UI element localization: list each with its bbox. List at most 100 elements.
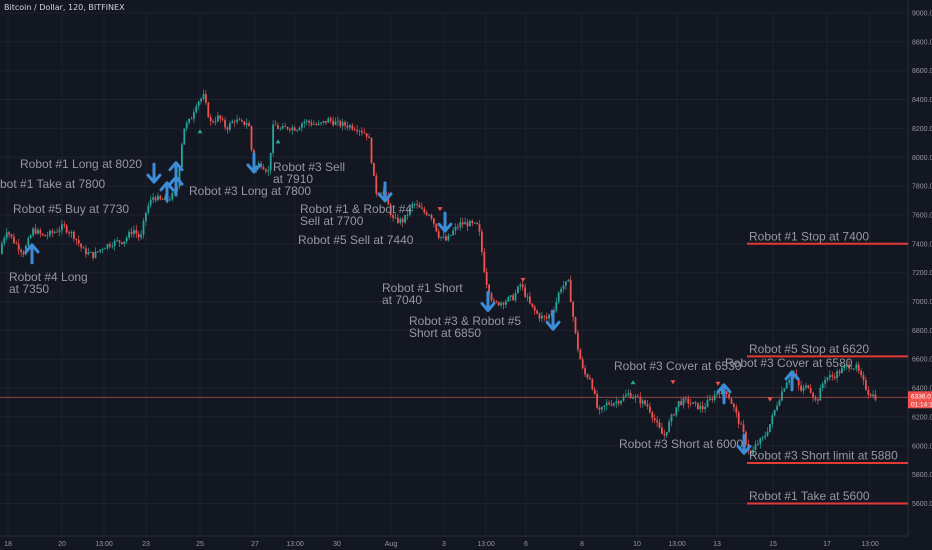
- arrow-head: [545, 320, 561, 331]
- y-tick-label: 5600.0: [912, 501, 932, 508]
- candle-body: [541, 315, 543, 319]
- candle-body: [329, 118, 332, 121]
- candle-body: [867, 389, 870, 395]
- candle-body: [159, 195, 162, 200]
- level-label: Robot #3 Short limit at 5880: [749, 449, 898, 463]
- y-tick-label: 8800.0: [912, 39, 932, 46]
- candle-body: [663, 434, 666, 436]
- candle-body: [829, 375, 831, 378]
- sell-signal-marker: [437, 207, 443, 212]
- candle-body: [1, 243, 3, 254]
- candle-body: [301, 123, 303, 128]
- down-arrow-icon: [377, 181, 393, 203]
- candle-body: [269, 152, 272, 171]
- candle-body: [627, 393, 630, 395]
- y-tick-label: 6000.0: [912, 443, 932, 450]
- candle-body: [41, 233, 44, 236]
- candle-body: [459, 222, 462, 228]
- candle-body: [869, 394, 872, 397]
- candle-body: [653, 418, 656, 421]
- candle-body: [773, 409, 776, 416]
- buy-signal-marker: [630, 380, 636, 385]
- candle-body: [365, 133, 368, 137]
- candle-body: [152, 197, 154, 200]
- candle-body: [279, 128, 282, 130]
- candle-body: [22, 252, 25, 255]
- candle-body: [313, 124, 315, 125]
- annotation-label-line2: at 7350: [9, 282, 49, 296]
- y-tick-label: 8600.0: [912, 68, 932, 75]
- y-tick-label: 8000.0: [912, 155, 932, 162]
- candle-body: [481, 231, 483, 252]
- candle-body: [826, 377, 829, 380]
- candle-body: [229, 123, 231, 130]
- arrow-head: [736, 444, 752, 455]
- grid: [0, 12, 907, 536]
- candle-body: [317, 123, 320, 125]
- candle-body: [85, 248, 87, 255]
- up-arrow-icon: [716, 383, 732, 405]
- candle-body: [778, 400, 781, 406]
- candle-body: [51, 230, 54, 233]
- candle-body: [788, 380, 790, 383]
- candle-body: [5, 232, 8, 238]
- candle-body: [706, 400, 709, 407]
- candle-body: [769, 424, 771, 432]
- candle-body: [344, 122, 346, 126]
- annotation-label: Robot #5 Buy at 7730: [13, 202, 129, 216]
- candle-body: [308, 120, 310, 123]
- candle-body: [812, 392, 814, 398]
- candle-body: [97, 251, 99, 253]
- candle-body: [610, 404, 613, 406]
- candle-body: [248, 123, 250, 127]
- candle-body: [245, 123, 248, 125]
- candle-body: [579, 349, 582, 360]
- x-tick-label: 8: [580, 541, 584, 548]
- candle-body: [692, 402, 694, 404]
- candle-body: [433, 218, 435, 224]
- candle-body: [178, 167, 181, 187]
- candle-body: [824, 379, 826, 384]
- candle-body: [243, 121, 246, 125]
- candle-body: [296, 130, 298, 131]
- candle-body: [185, 122, 188, 129]
- candle-body: [490, 293, 493, 301]
- x-tick-label: 13:00: [477, 541, 495, 548]
- candle-body: [776, 405, 778, 410]
- candle-body: [656, 420, 658, 423]
- arrow-head: [437, 222, 453, 233]
- candle-body: [37, 230, 39, 234]
- x-tick-label: 18: [4, 541, 12, 548]
- candle-body: [397, 217, 399, 223]
- candle-body: [106, 244, 109, 249]
- candle-body: [387, 195, 390, 205]
- candle-body: [133, 229, 135, 235]
- candle-body: [171, 193, 174, 200]
- candle-body: [190, 118, 193, 120]
- candle-body: [500, 302, 502, 306]
- candle-body: [682, 398, 685, 405]
- candle-body: [601, 407, 603, 410]
- candle-body: [785, 382, 788, 389]
- candle-body: [34, 228, 37, 234]
- candle-body: [802, 387, 805, 391]
- arrow-head: [159, 181, 175, 192]
- candle-body: [764, 435, 766, 438]
- candle-body: [608, 402, 610, 405]
- arrow-head: [168, 161, 184, 172]
- candle-body: [524, 287, 526, 297]
- annotation-label: Robot #3 Sell: [273, 160, 345, 174]
- x-tick-label: 13:00: [286, 541, 304, 548]
- candle-body: [560, 288, 562, 293]
- arrow-head: [716, 383, 732, 394]
- candle-body: [75, 238, 78, 240]
- candle-body: [53, 231, 56, 233]
- up-arrow-icon: [24, 243, 40, 265]
- candle-body: [291, 127, 294, 131]
- candle-body: [226, 127, 229, 130]
- candle-body: [195, 106, 198, 113]
- sell-signal-marker: [767, 397, 773, 402]
- candle-body: [82, 247, 85, 249]
- y-tick-label: 9000.0: [912, 11, 932, 18]
